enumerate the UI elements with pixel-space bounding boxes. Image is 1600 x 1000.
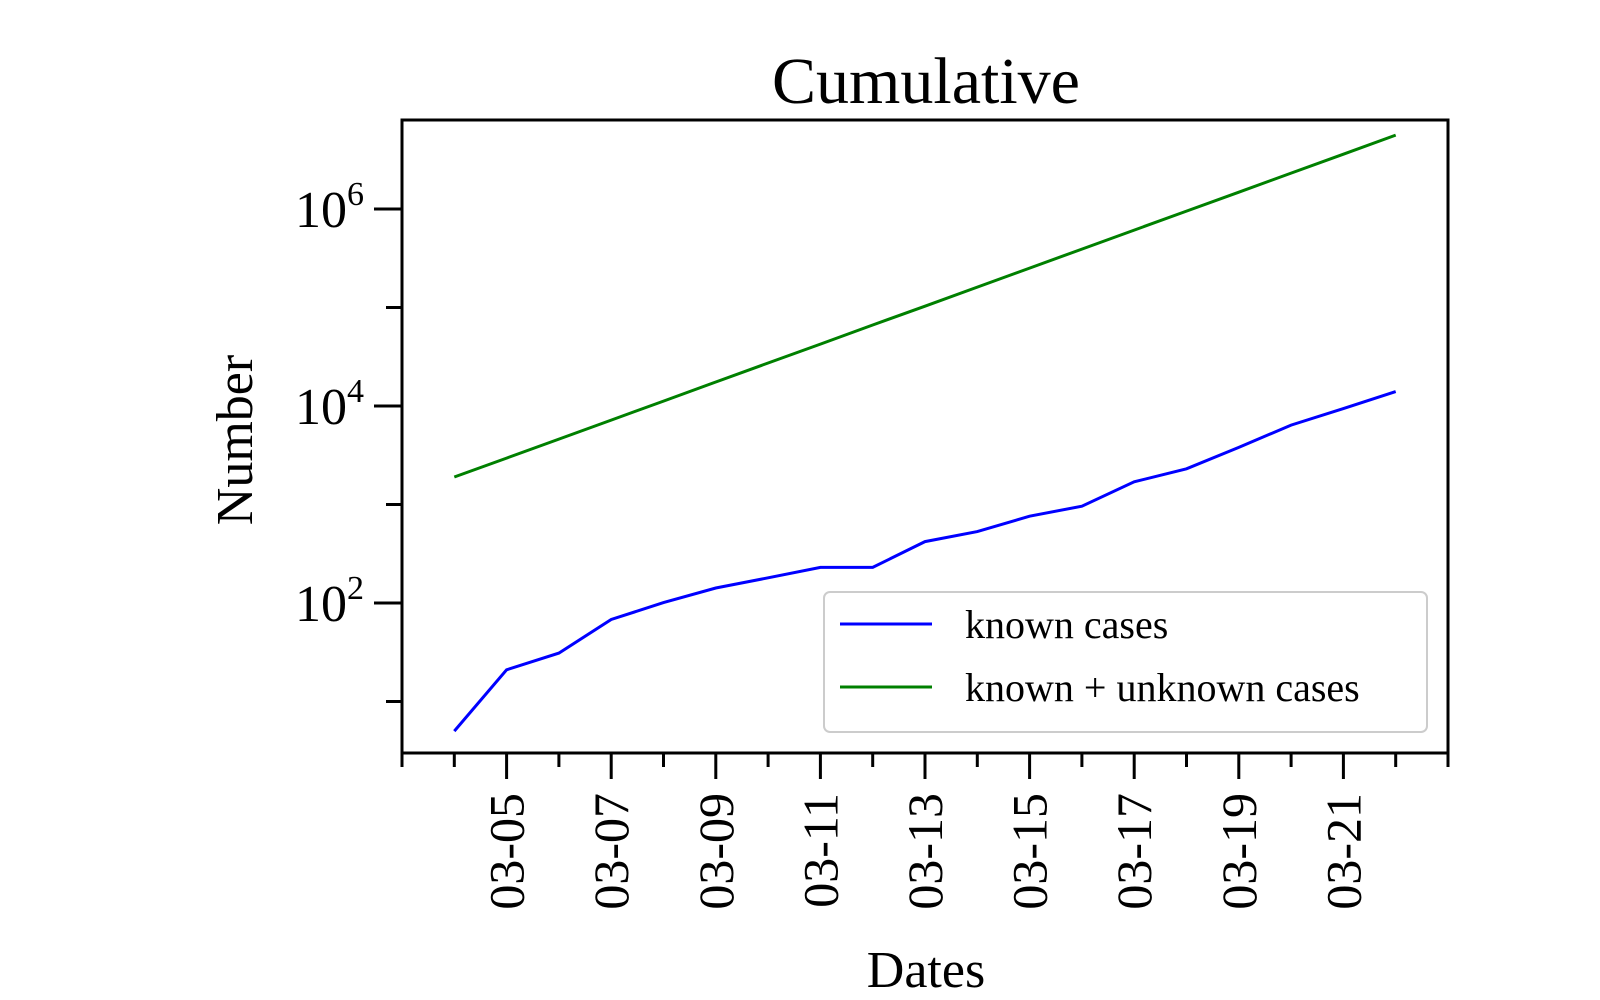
data-point-known-unknown-cases-03-08: [662, 400, 665, 403]
data-point-known-cases-03-11: [819, 566, 822, 569]
data-point-known-cases-03-14: [976, 530, 979, 533]
x-axis-label: Dates: [867, 942, 985, 999]
data-point-known-cases-03-17: [1133, 480, 1136, 483]
data-point-known-unknown-cases-03-09: [714, 381, 717, 384]
data-point-known-cases-03-06: [557, 652, 560, 655]
data-point-known-unknown-cases-03-14: [976, 286, 979, 289]
x-tick-label-03-09: 03-09: [688, 793, 744, 910]
data-point-known-unknown-cases-03-17: [1133, 229, 1136, 232]
data-point-known-cases-03-18: [1185, 467, 1188, 470]
data-point-known-cases-03-21: [1342, 407, 1345, 410]
data-point-known-cases-03-10: [767, 576, 770, 579]
data-point-known-unknown-cases-03-22: [1394, 134, 1397, 137]
data-point-known-unknown-cases-03-05: [505, 457, 508, 460]
legend-label-known-cases: known cases: [965, 602, 1168, 647]
x-tick-label-03-21: 03-21: [1315, 793, 1371, 910]
data-point-known-unknown-cases-03-10: [767, 362, 770, 365]
x-tick-label-03-07: 03-07: [583, 793, 639, 910]
x-tick-label-03-15: 03-15: [1002, 793, 1058, 910]
y-tick-label-base: 10: [295, 379, 347, 436]
data-point-known-unknown-cases-03-11: [819, 343, 822, 346]
data-point-known-cases-03-20: [1290, 424, 1293, 427]
y-tick-label-base: 10: [295, 182, 347, 239]
y-axis-label: Number: [207, 355, 264, 525]
data-point-known-cases-03-04: [453, 730, 456, 733]
x-tick-label-03-11: 03-11: [792, 793, 848, 908]
series-line-known-cases: [453, 390, 1397, 733]
data-point-known-cases-03-16: [1080, 505, 1083, 508]
x-tick-label-03-17: 03-17: [1106, 793, 1162, 910]
series-layer: [453, 133, 1397, 733]
data-point-known-cases-03-19: [1237, 446, 1240, 449]
data-point-known-unknown-cases-03-04: [453, 476, 456, 479]
data-point-known-cases-03-09: [714, 587, 717, 590]
data-point-known-cases-03-07: [610, 618, 613, 621]
data-point-known-unknown-cases-03-07: [610, 419, 613, 422]
data-point-known-cases-03-05: [505, 668, 508, 671]
data-point-known-unknown-cases-03-13: [924, 305, 927, 308]
y-tick-label-base: 10: [295, 576, 347, 633]
legend-box: [823, 591, 1428, 733]
x-tick-label-03-05: 03-05: [479, 793, 535, 910]
data-point-known-unknown-cases-03-15: [1028, 267, 1031, 270]
data-point-known-cases-03-22: [1394, 390, 1397, 393]
data-point-known-unknown-cases-03-16: [1080, 248, 1083, 251]
data-point-known-unknown-cases-03-18: [1185, 210, 1188, 213]
data-point-known-unknown-cases-03-06: [557, 438, 560, 441]
y-tick-label-1000000: 106: [295, 176, 364, 239]
data-point-known-unknown-cases-03-19: [1237, 191, 1240, 194]
data-point-known-cases-03-13: [924, 540, 927, 543]
data-point-known-cases-03-15: [1028, 515, 1031, 518]
x-tick-label-03-13: 03-13: [897, 793, 953, 910]
x-axis: 03-05 03-07 03-09 03-11 03-13 03-15 03-17 03-19…: [400, 753, 1450, 910]
x-tick-label-03-19: 03-19: [1211, 793, 1267, 910]
data-point-known-unknown-cases-03-21: [1342, 153, 1345, 156]
y-tick-label-100: 102: [295, 570, 364, 633]
y-tick-label-10000: 104: [295, 373, 364, 436]
chart-title: Cumulative: [772, 45, 1080, 118]
data-point-known-unknown-cases-03-20: [1290, 172, 1293, 175]
legend: known cases known + unknown cases: [823, 591, 1428, 733]
data-point-known-cases-03-08: [662, 601, 665, 604]
data-point-known-cases-03-12: [871, 566, 874, 569]
y-tick-label-exponent: 4: [347, 373, 364, 410]
data-point-known-unknown-cases-03-12: [871, 324, 874, 327]
series-line-known-unknown-cases: [453, 133, 1397, 479]
y-tick-label-exponent: 2: [347, 570, 364, 607]
y-tick-label-exponent: 6: [347, 176, 364, 213]
legend-label-known-unknown-cases: known + unknown cases: [965, 665, 1360, 710]
